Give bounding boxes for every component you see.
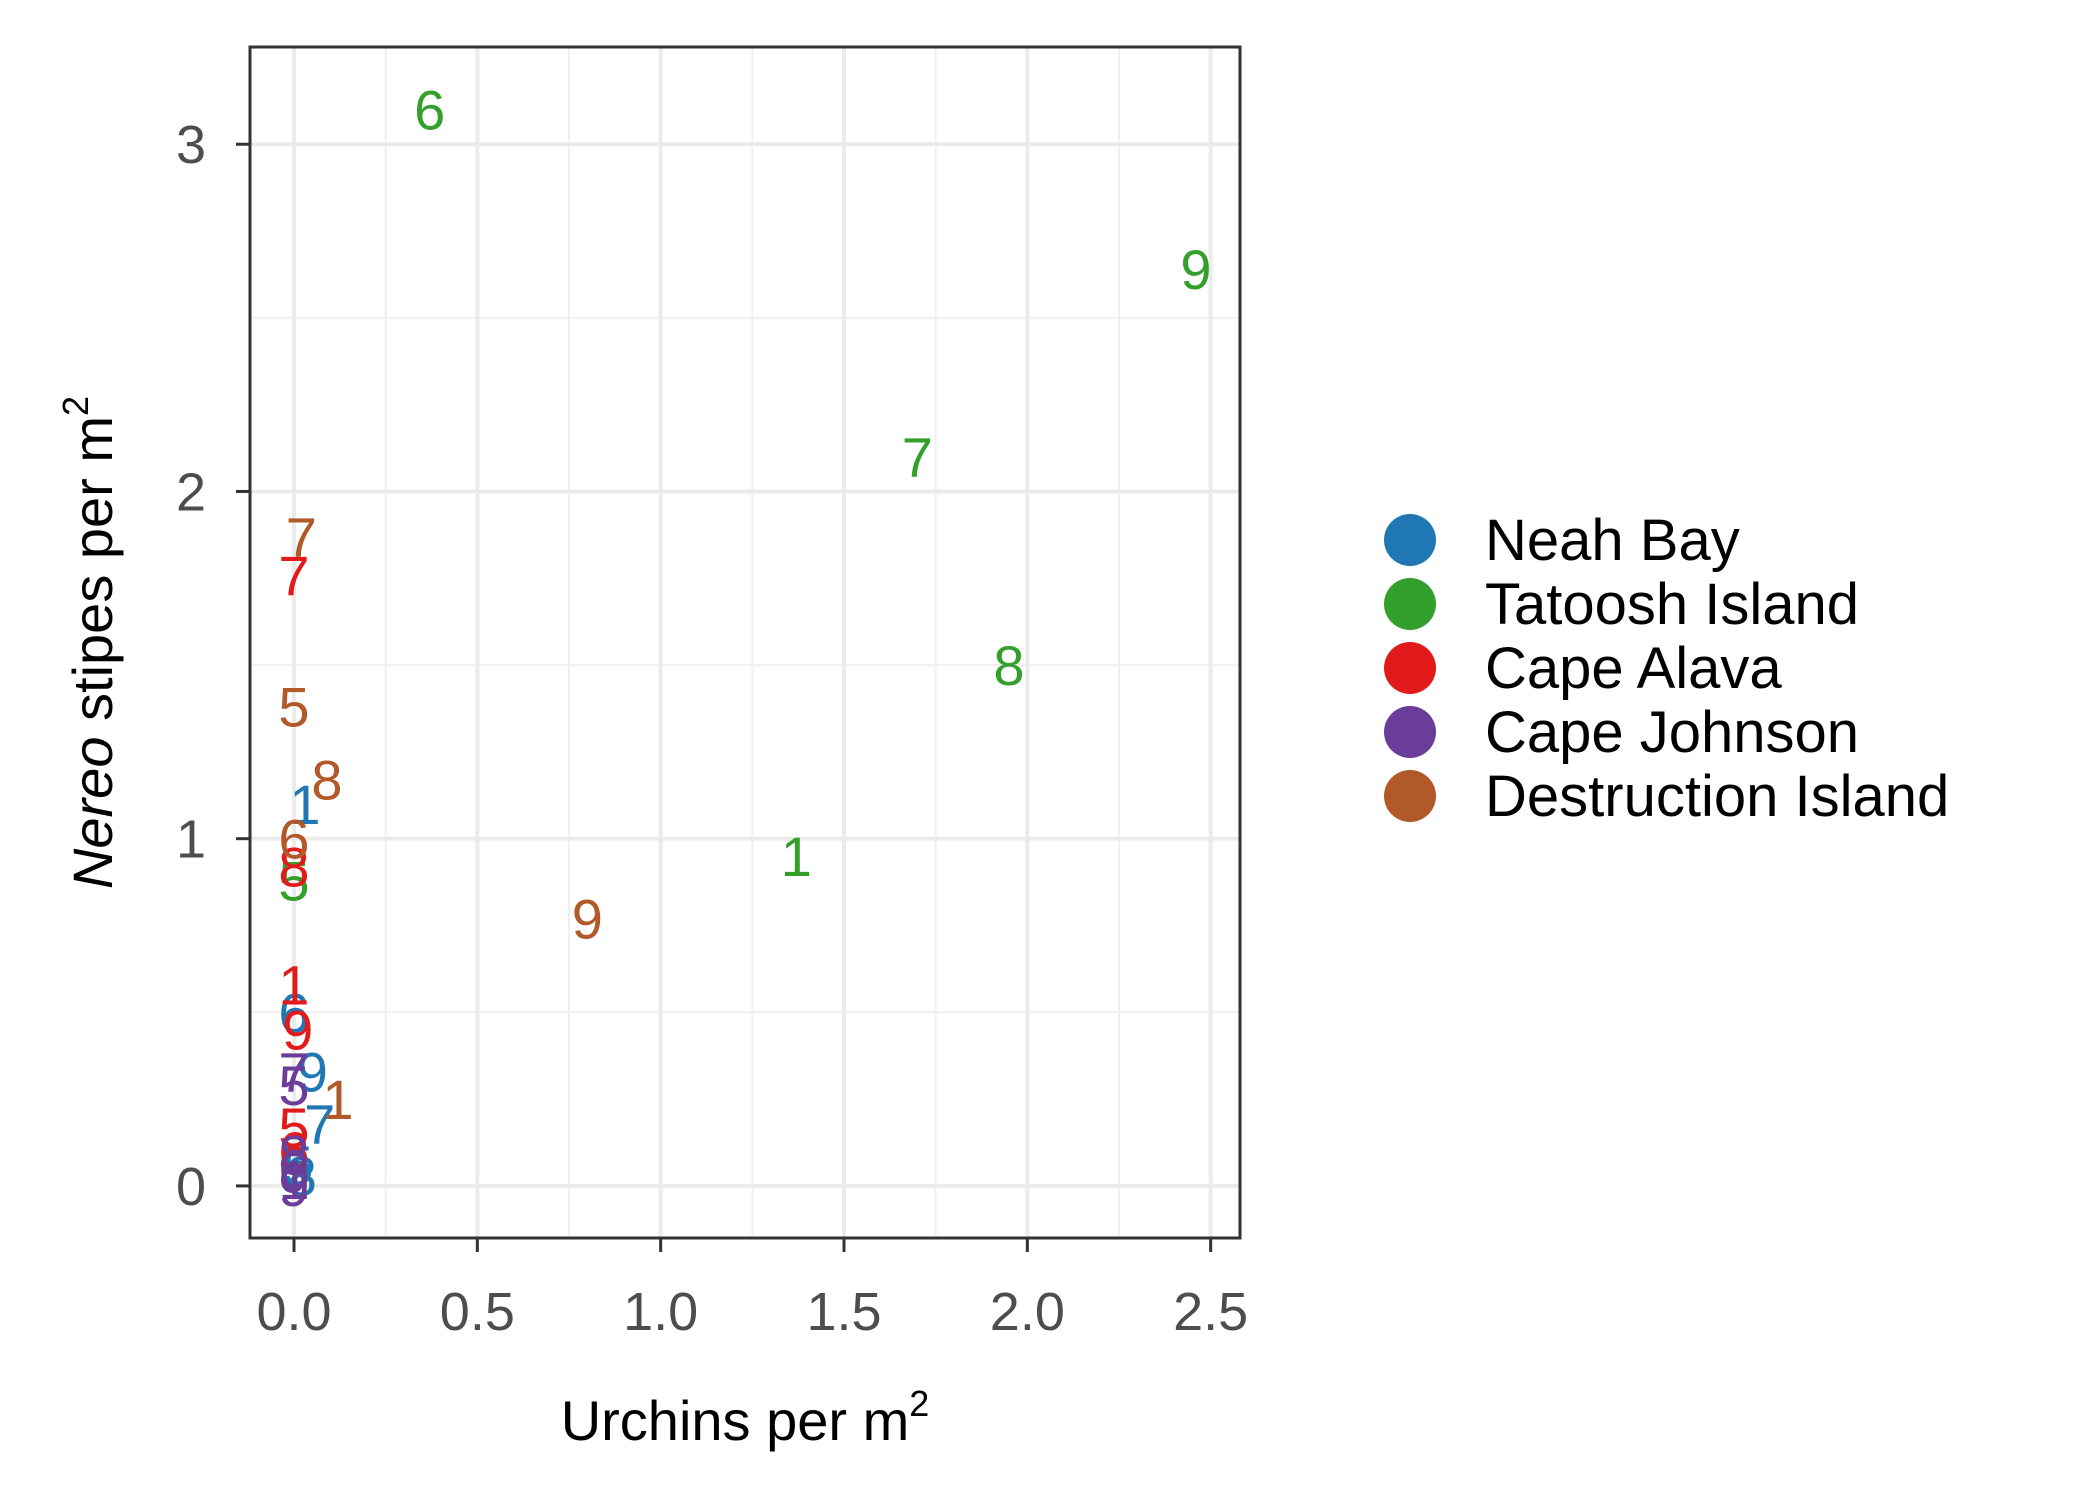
data-point-label: 9 bbox=[282, 999, 313, 1062]
data-point-label: 8 bbox=[286, 1144, 317, 1207]
legend-entry-label: Neah Bay bbox=[1485, 508, 1740, 573]
plot-panel-border bbox=[248, 45, 1242, 1240]
legend-entry-label: Destruction Island bbox=[1485, 764, 1949, 829]
data-point-label: 9 bbox=[278, 1155, 309, 1218]
data-point-label: 6 bbox=[278, 808, 309, 871]
data-point-label: 7 bbox=[286, 506, 317, 569]
x-axis-title: Urchins per m2 bbox=[561, 1383, 930, 1452]
legend-entry-label: Cape Alava bbox=[1485, 636, 1782, 701]
data-point-label: 5 bbox=[278, 849, 309, 912]
axes: 0.0 0.5 1.0 1.5 2.0 2.5 0 1 2 3 bbox=[176, 115, 1248, 1342]
x-tick-label: 0.0 bbox=[256, 1282, 331, 1342]
x-tick-label: 1.5 bbox=[806, 1282, 881, 1342]
data-point-label: 7 bbox=[278, 1040, 309, 1103]
data-point-label: 5 bbox=[278, 1096, 309, 1159]
data-point-label: 6 bbox=[278, 981, 309, 1044]
data-point-label: 7 bbox=[304, 1092, 335, 1155]
legend-key-dot bbox=[1384, 706, 1436, 758]
legend-key-dot bbox=[1384, 770, 1436, 822]
legend-key-dot bbox=[1384, 514, 1436, 566]
data-point-label: 6 bbox=[414, 79, 445, 142]
data-point-label: 1 bbox=[781, 825, 812, 888]
data-point-label: 5 bbox=[278, 1054, 309, 1117]
x-tick-label: 1.0 bbox=[623, 1282, 698, 1342]
y-axis-title: Nereo stipes per m2 bbox=[55, 396, 124, 889]
data-point-label: 1 bbox=[278, 954, 309, 1017]
grid-lines bbox=[250, 47, 1240, 1238]
data-point-label: 7 bbox=[278, 544, 309, 607]
data-point-label: 6 bbox=[278, 1138, 309, 1201]
data-point-label: 9 bbox=[1180, 238, 1211, 301]
legend-entry-label: Cape Johnson bbox=[1485, 700, 1859, 765]
data-point-label: 8 bbox=[278, 1124, 309, 1187]
x-tick-label: 0.5 bbox=[440, 1282, 515, 1342]
data-point-label: 5 bbox=[278, 676, 309, 739]
data-point-label: 7 bbox=[902, 426, 933, 489]
legend-entry-label: Tatoosh Island bbox=[1485, 572, 1859, 637]
data-point-label: 1 bbox=[278, 1148, 309, 1211]
data-point-label: 9 bbox=[572, 888, 603, 951]
x-tick-label: 2.0 bbox=[990, 1282, 1065, 1342]
data-point-label: 8 bbox=[993, 634, 1024, 697]
legend-key-dot bbox=[1384, 578, 1436, 630]
data-point-label: 1 bbox=[322, 1068, 353, 1131]
data-point-label: 5 bbox=[282, 1134, 313, 1197]
y-tick-label: 2 bbox=[176, 462, 206, 522]
y-tick-label: 0 bbox=[176, 1157, 206, 1217]
data-point-label: 1 bbox=[289, 773, 320, 836]
data-point-label: 9 bbox=[297, 1040, 328, 1103]
legend-key-dot bbox=[1384, 642, 1436, 694]
data-point-label: 8 bbox=[311, 749, 342, 812]
data-point-label: 8 bbox=[278, 835, 309, 898]
y-tick-label: 1 bbox=[176, 810, 206, 870]
x-tick-label: 2.5 bbox=[1173, 1282, 1248, 1342]
data-point-label: 6 bbox=[278, 1120, 309, 1183]
y-tick-label: 3 bbox=[176, 115, 206, 175]
